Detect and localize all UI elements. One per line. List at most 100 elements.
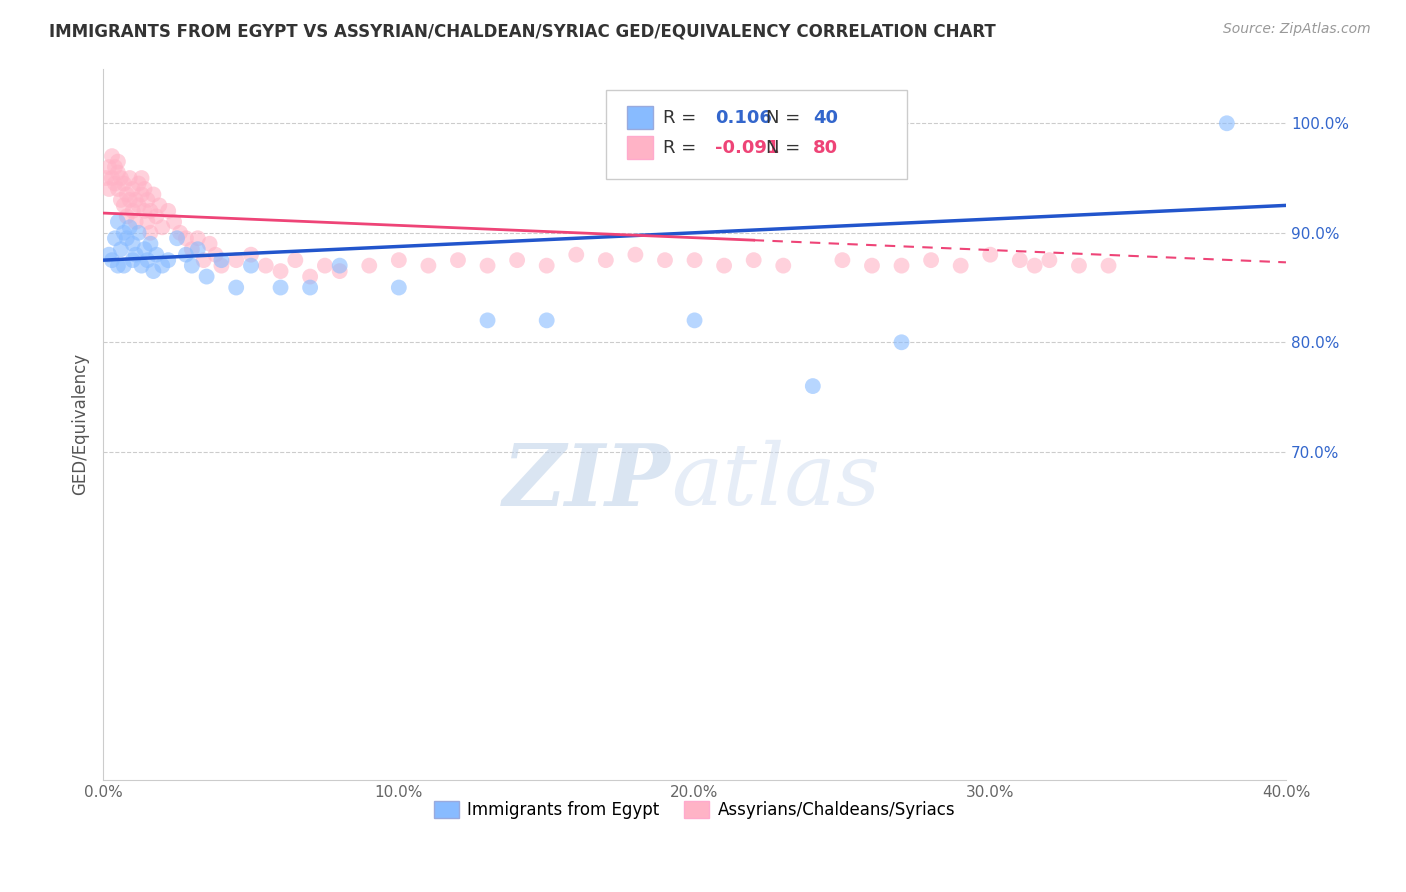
Point <box>447 253 470 268</box>
Point <box>112 226 135 240</box>
Point <box>110 242 132 256</box>
Point <box>139 203 162 218</box>
Point <box>284 253 307 268</box>
Y-axis label: GED/Equivalency: GED/Equivalency <box>72 353 89 495</box>
Point <box>104 177 127 191</box>
Point <box>329 264 352 278</box>
Point <box>101 171 124 186</box>
Point <box>139 226 162 240</box>
Text: N =: N = <box>765 138 806 156</box>
Point <box>115 210 138 224</box>
Point <box>128 198 150 212</box>
Point <box>477 259 499 273</box>
Point <box>107 259 129 273</box>
Point <box>128 226 150 240</box>
Point <box>112 198 135 212</box>
Point <box>225 253 247 268</box>
Point <box>180 242 202 256</box>
Point <box>506 253 529 268</box>
Point <box>180 259 202 273</box>
Point <box>98 160 121 174</box>
Point <box>187 231 209 245</box>
Point <box>198 236 221 251</box>
Point <box>949 259 972 273</box>
Point <box>1008 253 1031 268</box>
Point <box>118 193 141 207</box>
Legend: Immigrants from Egypt, Assyrians/Chaldeans/Syriacs: Immigrants from Egypt, Assyrians/Chaldea… <box>427 794 962 825</box>
Point <box>118 220 141 235</box>
Point <box>121 253 143 268</box>
Text: -0.091: -0.091 <box>714 138 779 156</box>
Point <box>145 248 167 262</box>
Point <box>157 203 180 218</box>
Point <box>477 313 499 327</box>
Point <box>136 253 159 268</box>
Point <box>388 253 411 268</box>
Point <box>166 231 188 245</box>
Point <box>157 253 180 268</box>
Point <box>150 220 173 235</box>
Point <box>624 248 647 262</box>
Point <box>654 253 676 268</box>
Point <box>107 182 129 196</box>
Point <box>124 193 146 207</box>
Point <box>112 259 135 273</box>
Point <box>270 280 292 294</box>
Point <box>225 280 247 294</box>
Point <box>174 248 197 262</box>
Point <box>142 264 165 278</box>
Point <box>565 248 588 262</box>
Point <box>148 198 170 212</box>
Point <box>121 203 143 218</box>
Point <box>150 259 173 273</box>
Point <box>1216 116 1239 130</box>
Point <box>142 187 165 202</box>
Point <box>1038 253 1060 268</box>
Point <box>890 259 912 273</box>
Point <box>595 253 617 268</box>
Point <box>772 259 794 273</box>
Point <box>204 248 226 262</box>
Point <box>104 231 127 245</box>
Point <box>890 335 912 350</box>
Point <box>131 187 153 202</box>
Point <box>118 171 141 186</box>
Point <box>174 231 197 245</box>
Point <box>139 236 162 251</box>
Text: IMMIGRANTS FROM EGYPT VS ASSYRIAN/CHALDEAN/SYRIAC GED/EQUIVALENCY CORRELATION CH: IMMIGRANTS FROM EGYPT VS ASSYRIAN/CHALDE… <box>49 22 995 40</box>
Point <box>683 253 706 268</box>
Point <box>195 269 218 284</box>
Point <box>145 210 167 224</box>
Point <box>831 253 853 268</box>
Point <box>163 215 186 229</box>
Point <box>329 259 352 273</box>
Point <box>254 259 277 273</box>
Point <box>209 259 232 273</box>
Point <box>1067 259 1090 273</box>
Point <box>920 253 942 268</box>
Point <box>110 171 132 186</box>
Bar <box>627 136 654 159</box>
Text: 0.106: 0.106 <box>714 109 772 127</box>
Point <box>418 259 440 273</box>
Point <box>209 253 232 268</box>
Point <box>1024 259 1046 273</box>
Text: ZIP: ZIP <box>503 440 671 523</box>
Point <box>98 182 121 196</box>
Point <box>134 203 156 218</box>
Point <box>107 154 129 169</box>
Point <box>136 215 159 229</box>
Point <box>134 182 156 196</box>
Point <box>124 248 146 262</box>
Point <box>240 259 263 273</box>
Point <box>121 236 143 251</box>
Point <box>270 264 292 278</box>
Point <box>359 259 381 273</box>
Point <box>240 248 263 262</box>
Point <box>536 313 558 327</box>
Point <box>98 248 121 262</box>
Point <box>979 248 1001 262</box>
Point <box>134 242 156 256</box>
Text: R =: R = <box>662 109 702 127</box>
Point <box>115 231 138 245</box>
